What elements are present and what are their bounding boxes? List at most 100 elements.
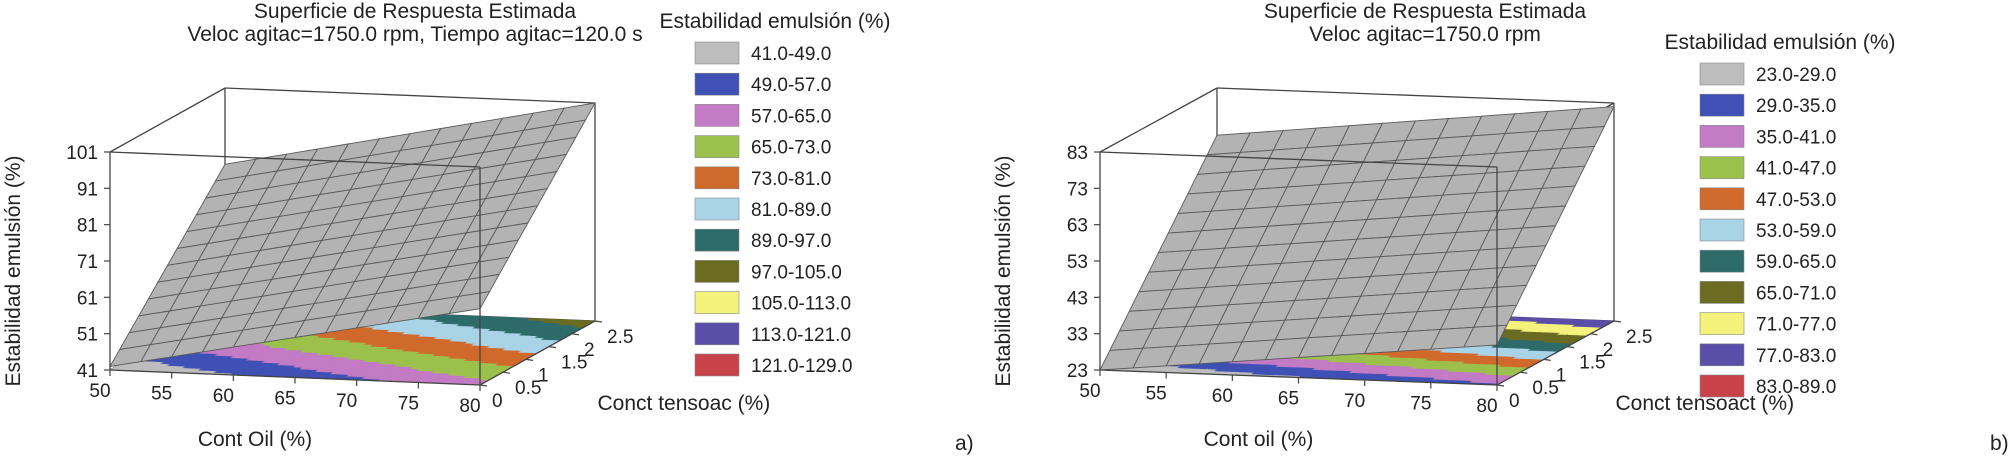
y-tick-mark xyxy=(1520,371,1528,374)
x-tick-label: 75 xyxy=(1410,394,1431,415)
z-tick-label: 73 xyxy=(1067,179,1088,200)
chart-title: Superficie de Respuesta Estimada xyxy=(1264,0,1586,23)
y-tick-label: 0.5 xyxy=(1532,378,1558,399)
box-edge xyxy=(224,87,596,104)
z-tick-label: 91 xyxy=(77,179,98,200)
y-tick-label: 2.5 xyxy=(607,327,633,348)
y-tick-mark xyxy=(502,371,511,374)
x-tick-label: 65 xyxy=(274,389,295,410)
x-tick-label: 55 xyxy=(151,384,172,405)
legend-title: Estabilidad emulsión (%) xyxy=(659,10,890,33)
legend-label: 97.0-105.0 xyxy=(751,262,842,283)
legend-swatch xyxy=(1699,312,1745,335)
legend-swatch xyxy=(694,353,740,377)
legend-label: 35.0-41.0 xyxy=(1756,127,1836,148)
x-tick-label: 70 xyxy=(1344,391,1365,412)
legend-swatch xyxy=(1699,374,1745,398)
box-edge xyxy=(479,320,596,386)
legend-label: 65.0-71.0 xyxy=(1756,283,1836,304)
legend-swatch xyxy=(694,166,740,190)
x-tick-label: 80 xyxy=(459,396,480,417)
legend-swatch xyxy=(694,260,740,283)
legend-label: 29.0-35.0 xyxy=(1756,96,1836,117)
legend-label: 105.0-113.0 xyxy=(751,294,851,315)
x-tick-label: 80 xyxy=(1476,396,1497,417)
x-tick-label: 60 xyxy=(1212,386,1233,407)
legend-swatch xyxy=(1699,281,1745,304)
z-tick-label: 43 xyxy=(1067,288,1088,309)
legend-label: 41.0-47.0 xyxy=(1756,159,1836,180)
legend-swatch xyxy=(1699,343,1745,367)
y-axis-title: Conct tensoact (%) xyxy=(1616,392,1795,415)
legend-swatch xyxy=(1699,156,1745,179)
y-tick-mark xyxy=(1496,384,1505,387)
x-tick-label: 50 xyxy=(89,381,110,402)
y-tick-label: 1.5 xyxy=(1579,353,1605,374)
response-surface xyxy=(109,102,596,367)
chart-subtitle: Veloc agitac=1750.0 rpm xyxy=(1309,23,1541,46)
legend-title: Estabilidad emulsión (%) xyxy=(1664,31,1895,54)
legend-swatch xyxy=(694,104,740,127)
legend: Estabilidad emulsión (%) 23.0-29.0 29.0-35… xyxy=(1664,31,1895,398)
x-tick-label: 55 xyxy=(1146,384,1167,405)
z-tick-label: 33 xyxy=(1067,325,1088,346)
z-tick-label: 51 xyxy=(77,325,98,346)
z-tick-label: 53 xyxy=(1067,252,1088,273)
legend-label: 121.0-129.0 xyxy=(751,356,852,377)
legend-swatch xyxy=(1699,187,1745,211)
y-tick-label: 2.5 xyxy=(1626,327,1652,348)
y-tick-mark xyxy=(571,333,580,336)
y-tick-mark xyxy=(548,346,557,349)
legend-label: 71.0-77.0 xyxy=(1756,315,1836,336)
chart-title: Superficie de Respuesta Estimada xyxy=(254,0,576,23)
chart-panel-b: 23 33 43 53 63 73 83 50 55 60 65 70 75 80 0 0.51 1.52 2.5… xyxy=(992,0,2009,455)
box-edge xyxy=(1099,87,1218,153)
surface-cell xyxy=(1463,324,1508,348)
y-tick-mark xyxy=(1590,333,1598,336)
z-tick-label: 41 xyxy=(77,361,98,382)
legend-swatch xyxy=(1699,218,1745,242)
z-tick-label: 23 xyxy=(1067,361,1088,382)
legend-label: 57.0-65.0 xyxy=(751,106,831,127)
legend-label: 73.0-81.0 xyxy=(751,169,831,190)
z-tick-label: 71 xyxy=(77,252,98,273)
x-tick-label: 50 xyxy=(1079,381,1100,402)
x-axis-title: Cont Oil (%) xyxy=(198,428,312,451)
z-tick-label: 83 xyxy=(1067,143,1088,164)
legend-swatch xyxy=(1699,125,1745,148)
legend-label: 65.0-73.0 xyxy=(751,138,831,159)
z-tick-label: 101 xyxy=(66,143,98,164)
legend-label: 83.0-89.0 xyxy=(1756,377,1836,398)
y-tick-label: 1.5 xyxy=(561,353,587,374)
response-surface xyxy=(1099,106,1615,371)
y-tick-label: 0 xyxy=(1509,391,1520,412)
legend-label: 89.0-97.0 xyxy=(751,231,831,252)
legend: Estabilidad emulsión (%) 41.0-49.0 49.0-57… xyxy=(659,10,890,377)
box-edge xyxy=(109,87,226,153)
x-tick-label: 60 xyxy=(213,386,234,407)
chart-subtitle: Veloc agitac=1750.0 rpm, Tiempo agitac=1… xyxy=(187,23,642,46)
legend-swatch xyxy=(1699,62,1745,86)
y-tick-mark xyxy=(594,320,603,323)
legend-label: 81.0-89.0 xyxy=(751,200,831,221)
z-axis-title: Estabilidad emulsión (%) xyxy=(2,155,25,386)
legend-label: 77.0-83.0 xyxy=(1756,346,1836,367)
box-edge xyxy=(1099,151,1498,168)
panel-label: a) xyxy=(955,432,974,455)
legend-label: 23.0-29.0 xyxy=(1756,65,1836,86)
panel-label: b) xyxy=(1990,432,2009,455)
legend-swatch xyxy=(694,197,740,221)
legend-swatch xyxy=(694,72,740,96)
y-tick-label: 2 xyxy=(1603,340,1614,361)
z-tick-label: 81 xyxy=(77,216,98,237)
chart-panel-a: 41 51 61 71 81 91 101 50 55 60 65 70 75 80 0 0.51 1.52 2.… xyxy=(2,0,974,455)
y-tick-mark xyxy=(1613,320,1622,323)
legend-swatch xyxy=(1699,249,1745,273)
legend-label: 113.0-121.0 xyxy=(751,325,851,346)
y-tick-label: 1 xyxy=(1556,365,1567,386)
y-tick-label: 2 xyxy=(584,340,595,361)
y-tick-label: 0.5 xyxy=(515,378,541,399)
legend-swatch xyxy=(694,41,740,65)
x-tick-label: 65 xyxy=(1278,389,1299,410)
